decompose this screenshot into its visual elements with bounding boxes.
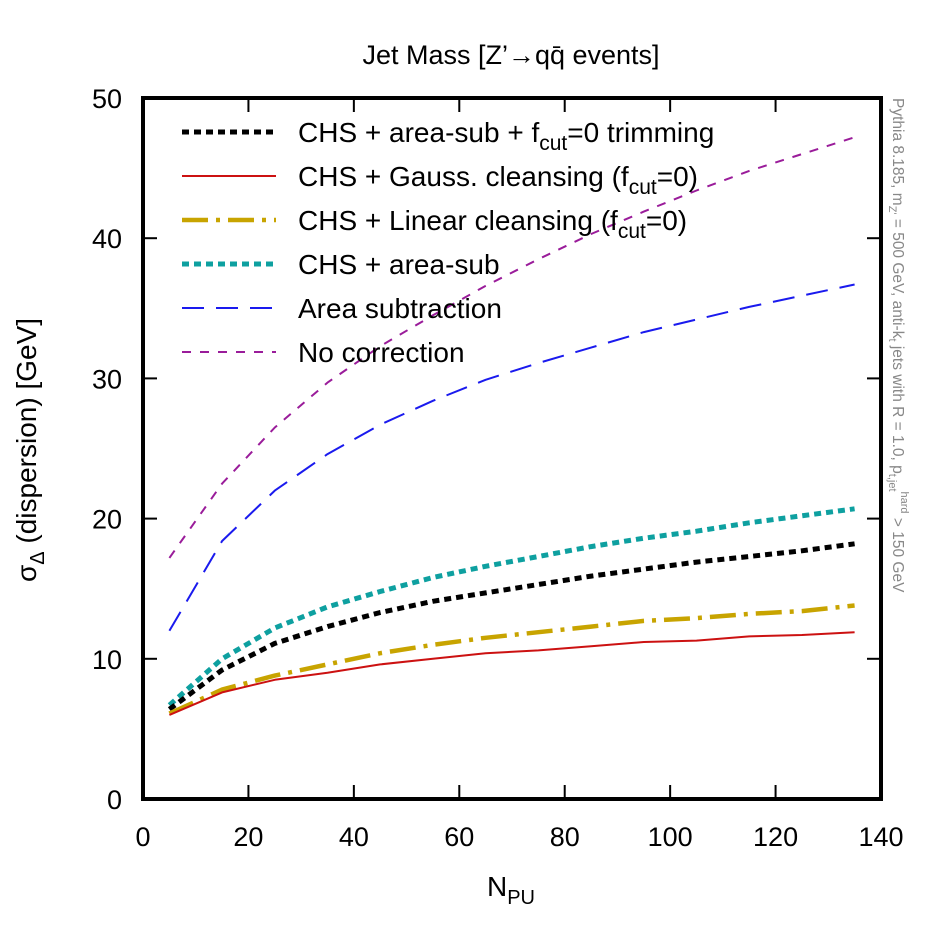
series-line xyxy=(169,631,855,716)
y-axis-label: σΔ (dispersion) [GeV] xyxy=(11,318,49,582)
y-tick-label: 50 xyxy=(92,84,122,114)
x-tick-label: 0 xyxy=(135,822,150,852)
chart-title: Jet Mass [Z’→qq̄ events] xyxy=(362,40,659,70)
legend-label: CHS + Gauss. cleansing (fcut=0) xyxy=(298,161,698,199)
x-tick-label: 140 xyxy=(858,822,903,852)
y-tick-label: 40 xyxy=(92,224,122,254)
legend-label: CHS + area-sub + fcut=0 trimming xyxy=(298,117,714,155)
x-tick-label: 40 xyxy=(339,822,369,852)
x-tick-label: 100 xyxy=(648,822,693,852)
x-tick-label: 60 xyxy=(444,822,474,852)
x-tick-label: 80 xyxy=(550,822,580,852)
legend-label: CHS + Linear cleansing (fcut=0) xyxy=(298,205,687,243)
y-tick-label: 30 xyxy=(92,364,122,394)
series-line xyxy=(168,603,855,716)
y-tick-label: 0 xyxy=(107,785,122,815)
x-axis-label: NPU xyxy=(487,871,535,909)
series-line xyxy=(167,541,855,712)
series-layer xyxy=(167,136,855,716)
legend-label: No correction xyxy=(298,337,465,368)
legend: CHS + area-sub + fcut=0 trimming CHS + Ga… xyxy=(182,117,714,368)
side-note: Pythia 8.185, mZ' = 500 GeV, anti-kt jet… xyxy=(886,98,910,593)
axis-ticks: 0 20 40 60 80 100 120 140 0 10 20 30 40 50 xyxy=(92,84,904,852)
x-tick-label: 20 xyxy=(233,822,263,852)
plot-frame xyxy=(141,96,883,801)
y-tick-label: 20 xyxy=(92,505,122,535)
legend-label: Area subtraction xyxy=(298,293,502,324)
x-tick-label: 120 xyxy=(753,822,798,852)
y-tick-label: 10 xyxy=(92,645,122,675)
series-line xyxy=(168,283,855,632)
legend-label: CHS + area-sub xyxy=(298,249,500,280)
series-line xyxy=(168,136,855,559)
series-line xyxy=(167,506,855,707)
